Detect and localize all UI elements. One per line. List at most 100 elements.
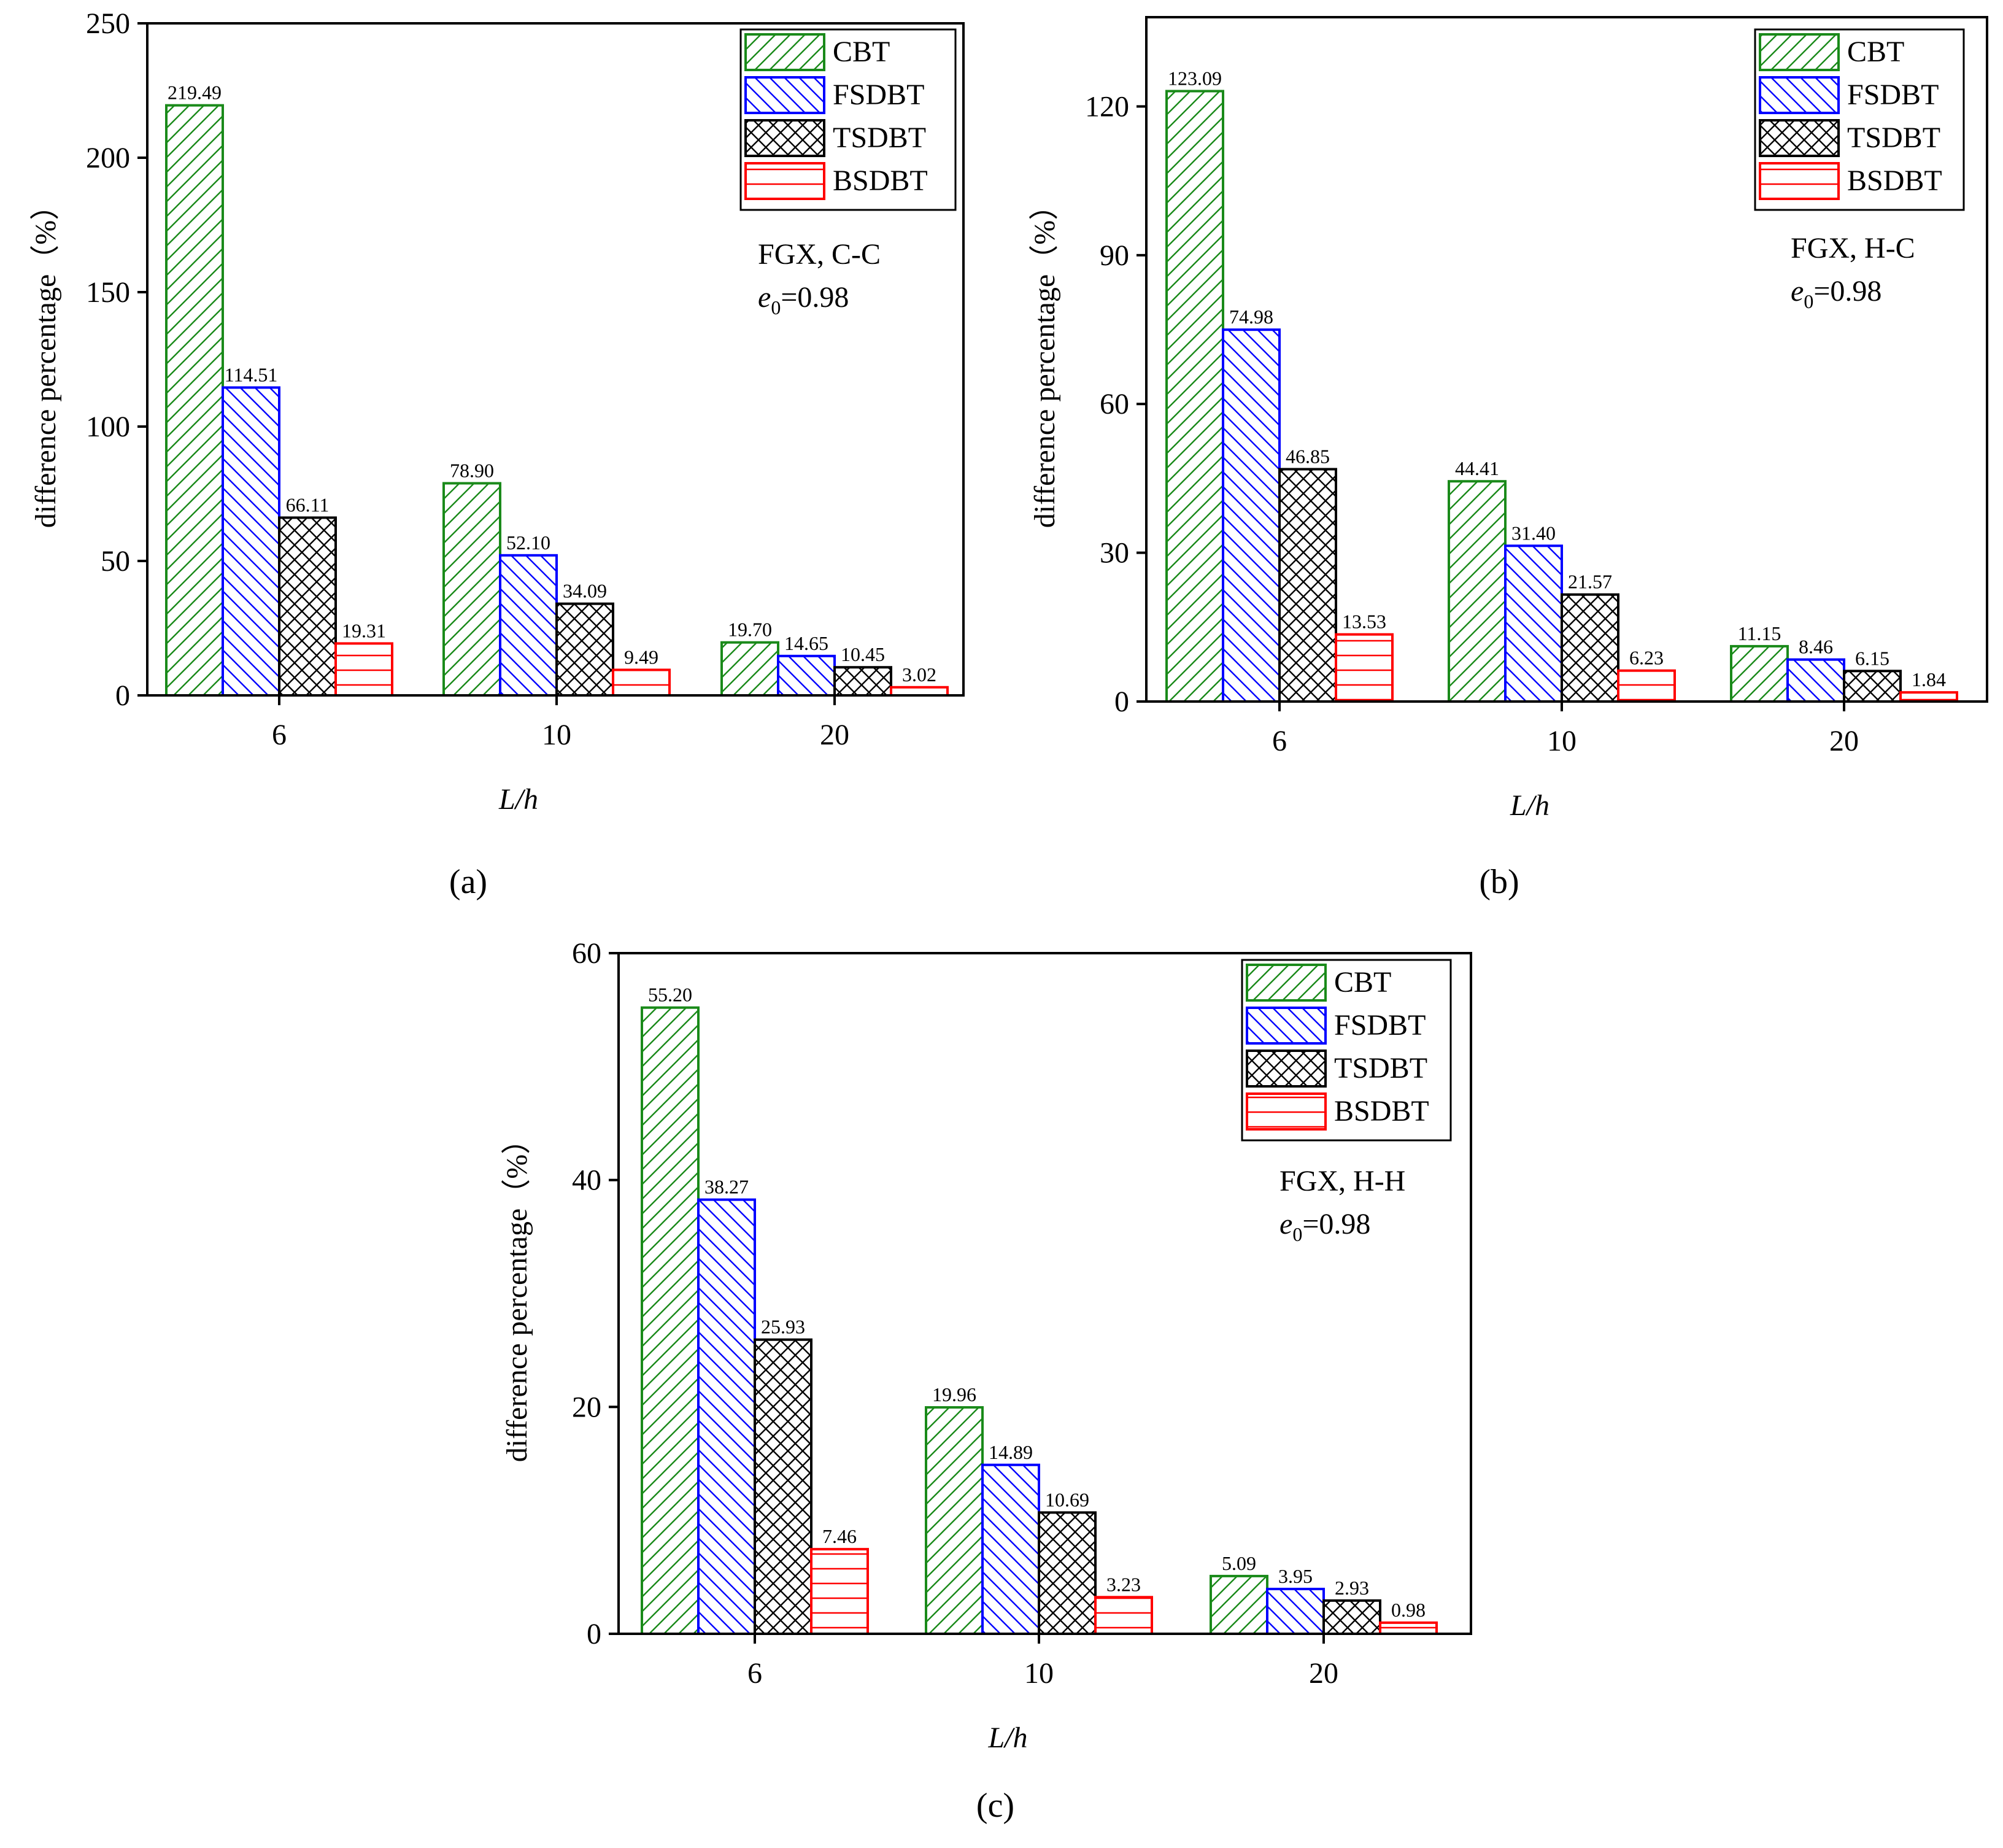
bar-value-label: 114.51 [225, 363, 278, 385]
y-tick-label: 150 [86, 276, 130, 309]
bar-value-label: 2.93 [1335, 1577, 1369, 1599]
y-tick-label: 200 [86, 142, 130, 174]
bar-tsdbt-6 [1278, 468, 1337, 703]
bar-value-label: 74.98 [1229, 306, 1273, 328]
bar-value-label: 19.96 [932, 1383, 976, 1405]
annotation-case: FGX, H-C [1791, 232, 1915, 265]
y-tick-label: 0 [1114, 686, 1129, 718]
legend-swatch-tsdbt [1759, 119, 1840, 157]
legend: CBT FSDBT TSDBT BSDBT [1754, 28, 1965, 211]
x-tick-label: 20 [820, 719, 849, 751]
bar-value-label: 9.49 [624, 646, 658, 668]
bar-value-label: 8.46 [1799, 636, 1833, 658]
y-tick-label: 120 [1085, 90, 1129, 123]
y-tick-label: 0 [115, 679, 130, 712]
bar-tsdbt-20 [1843, 670, 1902, 703]
plot-frame [1145, 16, 1988, 703]
bar-value-label: 19.31 [342, 619, 386, 641]
x-tick-label: 6 [1272, 725, 1287, 757]
bar-value-label: 3.95 [1278, 1565, 1313, 1587]
y-axis-label: difference percentage（%） [29, 191, 62, 528]
plot-frame [617, 952, 1472, 1635]
bar-value-label: 14.89 [989, 1441, 1033, 1463]
bar-cbt-20 [1730, 644, 1789, 703]
bar-value-label: 11.15 [1738, 622, 1781, 644]
legend-swatch-tsdbt [744, 119, 825, 157]
x-tick-label: 20 [1829, 725, 1859, 757]
bar-value-label: 44.41 [1455, 457, 1499, 479]
bar-fsdbt-6 [222, 386, 280, 697]
legend-label: TSDBT [833, 122, 926, 154]
panel-label: (c) [976, 1787, 1014, 1825]
bar-value-label: 46.85 [1286, 445, 1330, 467]
bar-value-label: 66.11 [286, 493, 330, 516]
x-tick-label: 6 [272, 719, 287, 751]
x-tick-label: 10 [1024, 1657, 1054, 1690]
bar-value-label: 10.45 [841, 643, 885, 665]
bar-value-label: 55.20 [648, 984, 692, 1006]
annotation-eccentricity: e0=0.98 [1791, 275, 1881, 312]
bar-cbt-20 [1210, 1574, 1268, 1636]
bar-cbt-6 [165, 104, 224, 697]
bar-value-label: 38.27 [704, 1176, 749, 1198]
legend-label: BSDBT [833, 164, 928, 197]
bar-tsdbt-10 [1561, 593, 1619, 703]
bar-value-label: 219.49 [168, 82, 222, 104]
bar-fsdbt-10 [981, 1463, 1040, 1636]
legend-swatch-bsdbt [1759, 162, 1840, 200]
legend-label: CBT [1334, 966, 1391, 999]
bar-value-label: 5.09 [1222, 1552, 1256, 1574]
legend-swatch-cbt [744, 33, 825, 71]
annotation-case: FGX, H-H [1279, 1165, 1405, 1197]
bar-tsdbt-6 [754, 1338, 812, 1635]
y-tick-label: 0 [587, 1618, 601, 1650]
y-tick-label: 90 [1100, 239, 1129, 272]
legend-label: BSDBT [1847, 164, 1942, 197]
legend: CBT FSDBT TSDBT BSDBT [739, 28, 957, 211]
bar-fsdbt-6 [697, 1198, 756, 1635]
bar-value-label: 3.23 [1106, 1573, 1141, 1595]
bar-value-label: 14.65 [784, 632, 828, 654]
bar-bsdbt-20 [1379, 1621, 1438, 1635]
y-tick-label: 20 [572, 1391, 601, 1423]
bar-cbt-10 [1448, 480, 1507, 703]
chart-panel-c: 55.20 19.96 5.09 38.27 14.89 3.95 25.93 10.69 2.… [501, 937, 1472, 1825]
legend: CBT FSDBT TSDBT BSDBT [1241, 959, 1452, 1142]
legend-swatch-tsdbt [1246, 1050, 1327, 1088]
x-axis-label: L/h [1510, 789, 1550, 822]
y-tick-label: 60 [1100, 388, 1129, 420]
x-tick-label: 6 [747, 1657, 762, 1690]
y-tick-label: 40 [572, 1164, 601, 1197]
y-tick-label: 60 [572, 937, 601, 970]
bar-tsdbt-10 [555, 602, 614, 697]
bar-value-label: 52.10 [506, 532, 550, 554]
legend-swatch-bsdbt [1246, 1092, 1327, 1131]
chart-panel-a: 219.49 78.90 19.70 114.51 52.10 14.65 66.11 34.… [29, 7, 965, 901]
y-axis-label: difference percentage（%） [501, 1125, 533, 1462]
panel-label: (a) [449, 863, 487, 901]
bar-value-label: 21.57 [1568, 571, 1612, 593]
bar-cbt-10 [925, 1406, 984, 1636]
bar-cbt-6 [641, 1006, 700, 1635]
bar-value-label: 10.69 [1045, 1488, 1089, 1510]
legend-label: FSDBT [1847, 79, 1939, 111]
bar-tsdbt-20 [1322, 1599, 1381, 1635]
bar-fsdbt-10 [1504, 544, 1563, 703]
bar-value-label: 34.09 [563, 580, 607, 602]
x-axis-label: L/h [987, 1722, 1027, 1754]
bar-fsdbt-10 [499, 554, 558, 697]
legend-label: CBT [833, 36, 890, 68]
bar-value-label: 0.98 [1391, 1599, 1426, 1621]
bar-value-label: 31.40 [1511, 522, 1556, 544]
bar-value-label: 7.46 [822, 1525, 857, 1547]
bar-bsdbt-10 [1094, 1596, 1153, 1635]
bar-value-label: 78.90 [450, 459, 494, 481]
y-axis-label: difference percentage（%） [1029, 191, 1061, 528]
y-tick-label: 250 [86, 7, 130, 40]
bar-bsdbt-20 [1899, 691, 1958, 703]
legend-label: FSDBT [1334, 1009, 1426, 1042]
bar-value-label: 1.84 [1912, 668, 1946, 690]
bar-cbt-20 [720, 641, 779, 697]
y-tick-label: 30 [1100, 537, 1129, 570]
